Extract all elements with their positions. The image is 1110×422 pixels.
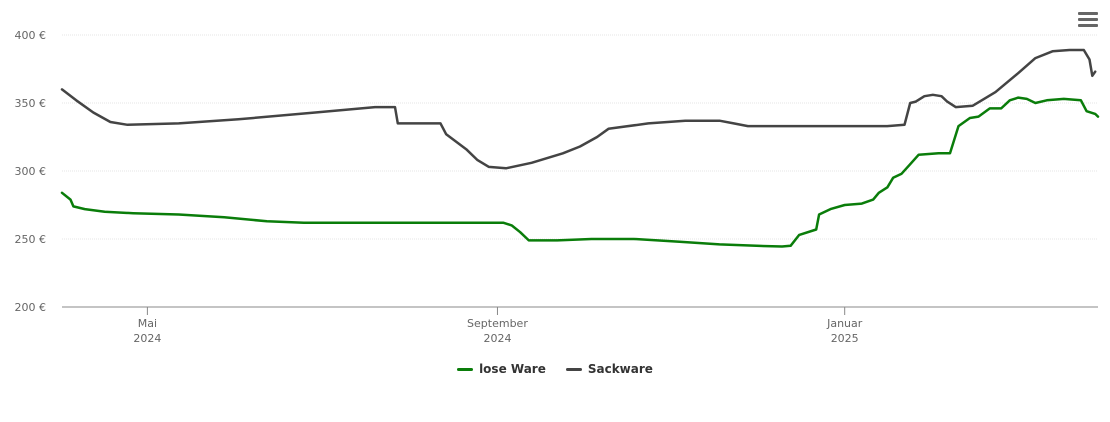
series-line-lose-ware bbox=[60, 96, 1100, 248]
legend-item-lose-ware[interactable]: lose Ware bbox=[457, 362, 546, 376]
y-axis: 200 € 250 € 300 € 350 € 400 € bbox=[15, 29, 47, 314]
y-tick-label-250: 250 € bbox=[15, 233, 47, 246]
legend-label-lose-ware: lose Ware bbox=[479, 362, 546, 376]
chart-menu-button[interactable] bbox=[1078, 12, 1098, 30]
x-tick-label-1: September bbox=[467, 317, 528, 330]
legend-swatch-sackware bbox=[565, 367, 582, 371]
legend-swatch-lose-ware bbox=[457, 367, 474, 371]
legend-label-sackware: Sackware bbox=[587, 362, 653, 376]
x-tick-year-0: 2024 bbox=[133, 332, 161, 345]
x-tick-label-2: Januar bbox=[826, 317, 863, 330]
gridlines bbox=[62, 34, 1098, 240]
y-tick-label-400: 400 € bbox=[15, 29, 47, 42]
y-tick-label-350: 350 € bbox=[15, 97, 47, 110]
hamburger-menu-icon bbox=[1078, 12, 1098, 27]
y-tick-label-300: 300 € bbox=[15, 165, 47, 178]
legend-item-sackware[interactable]: Sackware bbox=[565, 362, 653, 376]
series-lines bbox=[60, 48, 1100, 248]
y-tick-label-200: 200 € bbox=[15, 301, 47, 314]
x-tick-year-1: 2024 bbox=[483, 332, 511, 345]
legend: lose Ware Sackware bbox=[0, 362, 1110, 376]
series-line-sackware bbox=[60, 48, 1097, 170]
x-tick-label-0: Mai bbox=[138, 317, 157, 330]
x-tick-year-2: 2025 bbox=[831, 332, 859, 345]
x-axis: Mai 2024 September 2024 Januar 2025 bbox=[62, 306, 1098, 345]
